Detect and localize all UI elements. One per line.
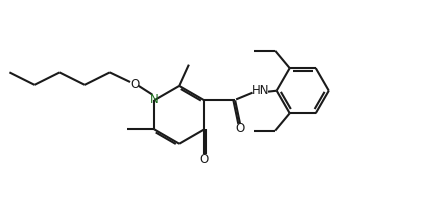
Text: O: O [200,153,209,166]
Text: HN: HN [251,84,269,97]
Text: O: O [130,78,139,91]
Text: N: N [150,93,158,106]
Text: O: O [236,122,245,135]
